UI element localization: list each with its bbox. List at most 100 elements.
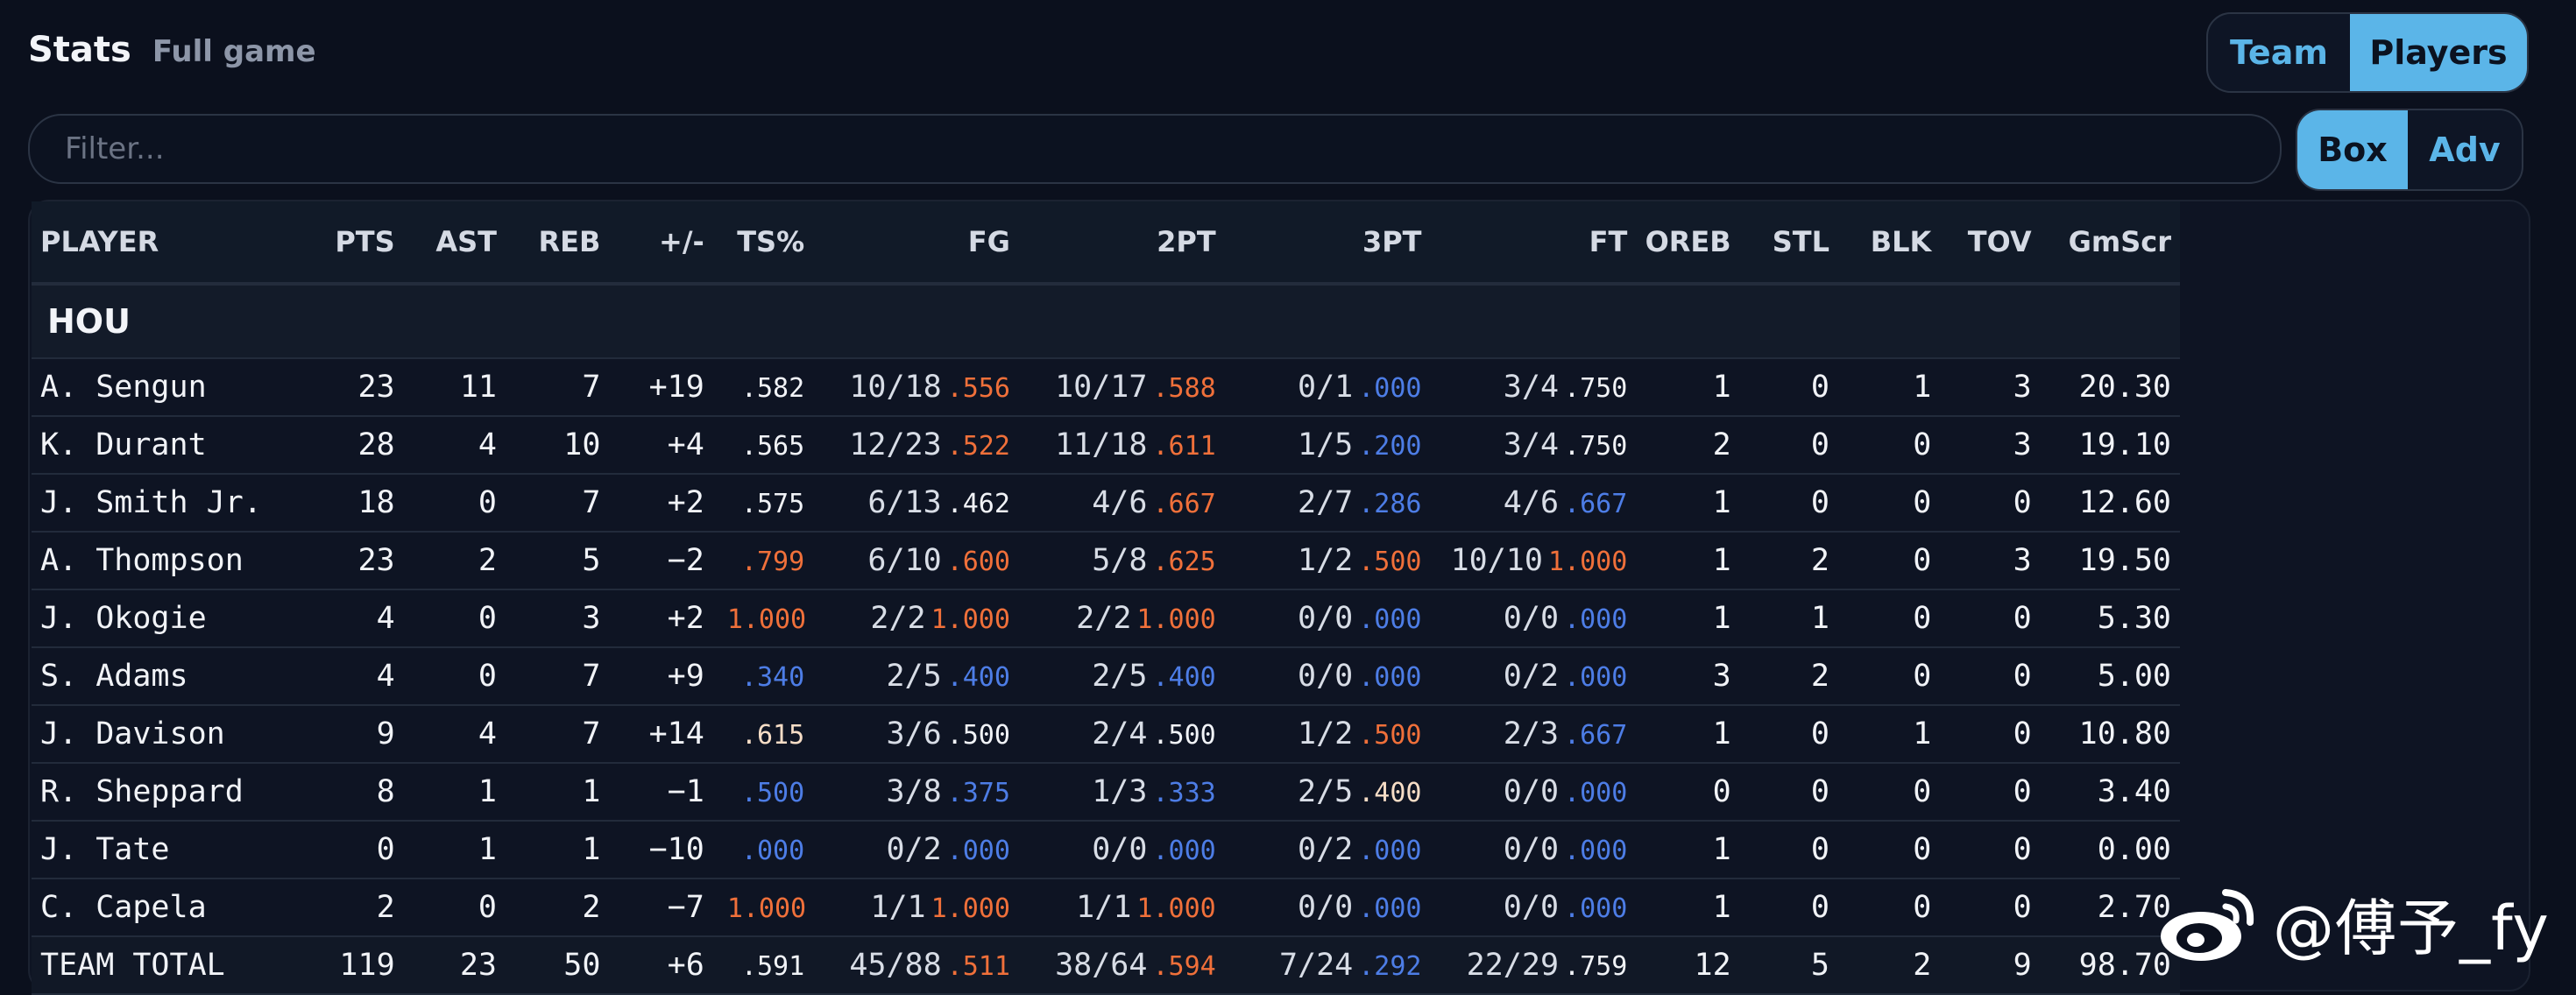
- stat-2pt: 38/64.594: [1018, 936, 1225, 995]
- col-ft[interactable]: FT: [1430, 201, 1637, 286]
- players-view-button[interactable]: Players: [2350, 14, 2527, 91]
- stat-ts-pct: .582: [712, 358, 814, 417]
- col-fg[interactable]: FG: [813, 201, 1019, 286]
- stat-3pt-percentage: .000: [1358, 604, 1422, 635]
- player-row[interactable]: A. Sengun 23 11 7 +19.582 10/18.556 10/17.588 0…: [32, 358, 2180, 417]
- player-row[interactable]: J. Smith Jr. 18 0 7 +2.575 6/13.462 4/6.667 2/7…: [32, 474, 2180, 533]
- player-row[interactable]: K. Durant 28 4 10 +4.565 12/23.522 11/18.611 1/…: [32, 416, 2180, 475]
- ts-pct-value: .591: [740, 951, 805, 982]
- stat-3pt: 7/24.292: [1224, 936, 1431, 995]
- player-name: J. Davison: [32, 705, 301, 764]
- stat-2pt-made-attempts: 38/64: [1055, 948, 1148, 983]
- stat-plus-minus: +4: [609, 416, 713, 475]
- team-view-button[interactable]: Team: [2230, 33, 2328, 72]
- stat-2pt: 5/8.625: [1018, 532, 1225, 590]
- col-ts-pct[interactable]: TS%: [712, 201, 814, 286]
- col-plus-minus[interactable]: +/-: [609, 201, 713, 286]
- stat-oreb: 0: [1636, 763, 1740, 822]
- stat-2pt: 4/6.667: [1018, 474, 1225, 533]
- stat-ast: 0: [403, 589, 506, 648]
- stat-3pt: 0/0.000: [1224, 589, 1431, 648]
- player-row[interactable]: J. Davison 9 4 7 +14.615 3/6.500 2/4.500 1/2.50…: [32, 705, 2180, 764]
- col-player[interactable]: PLAYER: [32, 201, 301, 286]
- col-oreb[interactable]: OREB: [1636, 201, 1740, 286]
- stat-3pt-made-attempts: 0/0: [1298, 601, 1354, 636]
- stat-tov: 0: [1940, 474, 2041, 533]
- player-row[interactable]: J. Tate 0 1 1 −10.000 0/2.000 0/0.000 0/2.000 0/…: [32, 821, 2180, 879]
- player-name: S. Adams: [32, 647, 301, 706]
- stat-stl: 2: [1739, 647, 1838, 706]
- stat-3pt-percentage: .200: [1358, 431, 1422, 462]
- stat-fg: 45/88.511: [813, 936, 1019, 995]
- player-row[interactable]: A. Thompson 23 2 5 −2.799 6/10.600 5/8.625 1/2.…: [32, 532, 2180, 590]
- stat-ft: 2/3.667: [1430, 705, 1637, 764]
- col-reb[interactable]: REB: [506, 201, 610, 286]
- stat-ast: 23: [403, 936, 506, 995]
- stat-2pt: 2/5.400: [1018, 647, 1225, 706]
- stat-2pt: 2/4.500: [1018, 705, 1225, 764]
- stat-ts-pct: .000: [712, 821, 814, 879]
- player-row[interactable]: R. Sheppard 8 1 1 −1.500 3/8.375 1/3.333 2/5.40…: [32, 763, 2180, 822]
- adv-mode-button[interactable]: Adv: [2429, 131, 2501, 169]
- stat-blk: 0: [1837, 474, 1941, 533]
- stat-gms: 12.60: [2040, 474, 2180, 533]
- stat-3pt-made-attempts: 7/24: [1278, 948, 1354, 983]
- stat-ft-percentage: 1.000: [1547, 547, 1628, 577]
- stat-fg-percentage: 1.000: [931, 893, 1010, 924]
- stat-2pt-made-attempts: 1/3: [1092, 774, 1148, 809]
- stat-reb: 1: [506, 821, 610, 879]
- col-blk[interactable]: BLK: [1837, 201, 1941, 286]
- stat-gms: 19.10: [2040, 416, 2180, 475]
- stat-2pt-made-attempts: 2/4: [1092, 716, 1148, 752]
- stat-ft-made-attempts: 4/6: [1503, 485, 1560, 520]
- stat-plus-minus: +9: [609, 647, 713, 706]
- stat-fg-percentage: .000: [946, 836, 1010, 866]
- stat-fg-percentage: .600: [946, 547, 1010, 577]
- stat-pts: 28: [300, 416, 404, 475]
- filter-field: [28, 114, 2282, 184]
- player-row[interactable]: S. Adams 4 0 7 +9.340 2/5.400 2/5.400 0/0.000 0/…: [32, 647, 2180, 706]
- col-2pt[interactable]: 2PT: [1018, 201, 1225, 286]
- stat-2pt-made-attempts: 11/18: [1055, 427, 1148, 462]
- stat-2pt-percentage: .611: [1152, 431, 1216, 462]
- stat-blk: 1: [1837, 705, 1941, 764]
- stat-ft-made-attempts: 22/29: [1466, 948, 1560, 983]
- stat-2pt-made-attempts: 10/17: [1055, 370, 1148, 405]
- weibo-logo-icon: [2161, 888, 2254, 961]
- player-row[interactable]: C. Capela 2 0 2 −7 1.000 1/1 1.000 1/1 1.000 0/0.0…: [32, 879, 2180, 937]
- stats-table: PLAYER PTS AST REB +/- TS% FG 2PT 3PT FT…: [32, 201, 2180, 995]
- col-stl[interactable]: STL: [1739, 201, 1838, 286]
- player-name: C. Capela: [32, 879, 301, 937]
- stat-ast: 0: [403, 647, 506, 706]
- page-title: Stats: [28, 30, 131, 70]
- watermark-text: @傅予_fy: [2273, 893, 2550, 964]
- stat-3pt-percentage: .000: [1358, 662, 1422, 693]
- stat-3pt-percentage: .292: [1358, 951, 1422, 982]
- stat-fg-percentage: 1.000: [931, 604, 1010, 635]
- stat-pts: 8: [300, 763, 404, 822]
- stat-oreb: 3: [1636, 647, 1740, 706]
- filter-input[interactable]: [30, 131, 2280, 167]
- stat-blk: 1: [1837, 358, 1941, 417]
- col-tov[interactable]: TOV: [1940, 201, 2041, 286]
- stat-3pt: 2/7.286: [1224, 474, 1431, 533]
- stat-oreb: 1: [1636, 532, 1740, 590]
- stat-fg-made-attempts: 45/88: [849, 948, 942, 983]
- col-gmscr[interactable]: GmScr: [2040, 201, 2180, 286]
- col-ast[interactable]: AST: [403, 201, 506, 286]
- ts-pct-value: .000: [740, 836, 805, 866]
- col-pts[interactable]: PTS: [300, 201, 404, 286]
- stat-fg-made-attempts: 3/6: [886, 716, 942, 752]
- stat-2pt-percentage: 1.000: [1136, 604, 1216, 635]
- stat-gms: 5.00: [2040, 647, 2180, 706]
- box-mode-button[interactable]: Box: [2297, 110, 2408, 189]
- stat-ast: 4: [403, 416, 506, 475]
- player-row[interactable]: J. Okogie 4 0 3 +2 1.000 2/2 1.000 2/2 1.000 0/0.0…: [32, 589, 2180, 648]
- stat-oreb: 1: [1636, 879, 1740, 937]
- stat-3pt-made-attempts: 1/2: [1298, 543, 1354, 578]
- stat-ft-made-attempts: 0/0: [1503, 601, 1560, 636]
- stat-ft-percentage: .000: [1564, 836, 1628, 866]
- stat-ft-made-attempts: 0/0: [1503, 774, 1560, 809]
- col-3pt[interactable]: 3PT: [1224, 201, 1431, 286]
- stat-gms: 5.30: [2040, 589, 2180, 648]
